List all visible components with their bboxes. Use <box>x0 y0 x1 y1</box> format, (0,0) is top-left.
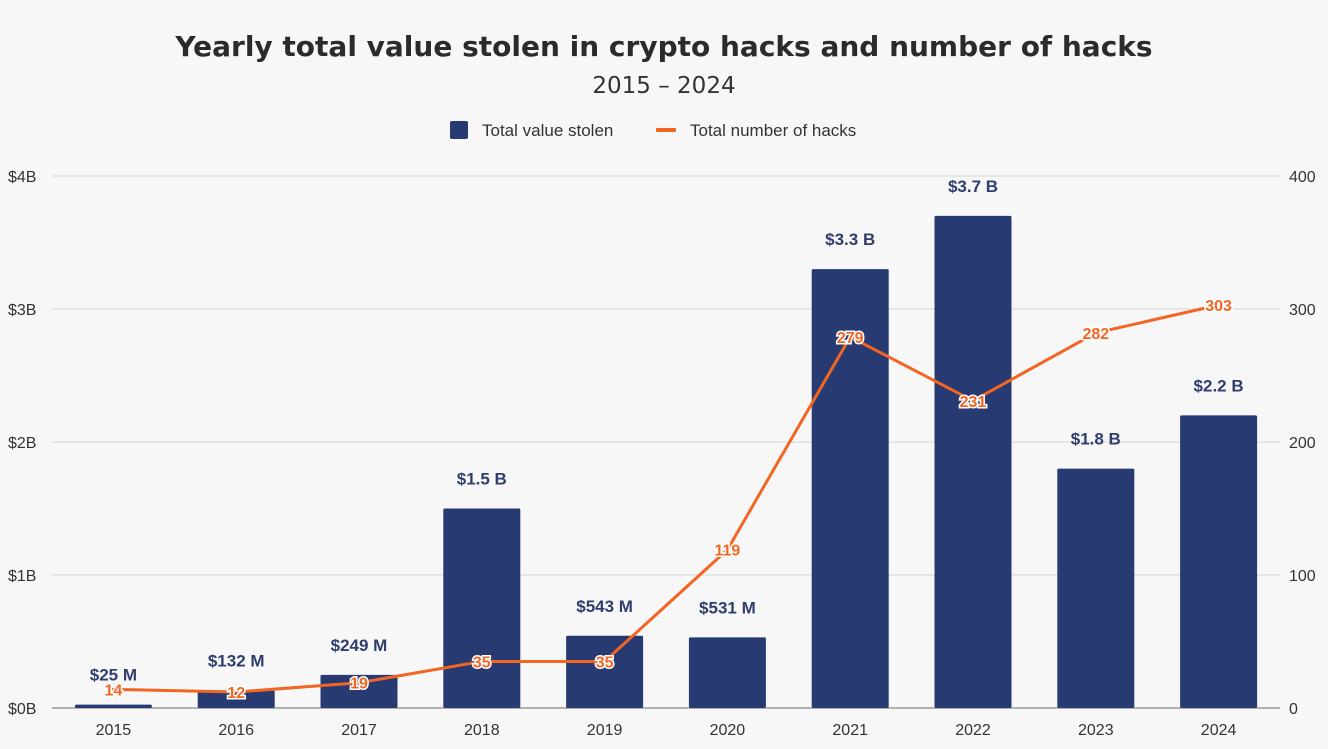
x-axis-tick-label: 2019 <box>587 722 623 739</box>
bar-value-label: $25 M <box>90 666 137 685</box>
bar-value-label: $531 M <box>699 598 756 617</box>
left-axis-tick-label: $3B <box>8 302 36 319</box>
bar <box>197 690 275 708</box>
bar <box>74 704 152 708</box>
bar-value-label: $1.5 B <box>457 470 507 489</box>
bar <box>934 215 1012 708</box>
bar <box>566 635 644 708</box>
x-axis-tick-label: 2024 <box>1201 722 1237 739</box>
legend-line-swatch <box>656 128 676 132</box>
chart-subtitle: 2015 – 2024 <box>592 73 735 99</box>
right-axis-tick-label: 100 <box>1289 568 1316 585</box>
left-axis-tick-label: $4B <box>8 169 36 186</box>
right-axis-tick-label: 0 <box>1289 701 1298 718</box>
line-value-label: 119 <box>714 543 740 560</box>
legend-bar-swatch <box>450 121 468 139</box>
x-axis-tick-label: 2018 <box>464 722 500 739</box>
line-series <box>111 303 1221 694</box>
x-axis-tick-label: 2017 <box>341 722 377 739</box>
line-value-label: 35 <box>473 654 491 671</box>
left-y-axis: $0B $1B $2B $3B $4B <box>8 169 36 718</box>
line-value-label: 303 <box>1205 298 1232 315</box>
line-value-label: 14 <box>105 682 123 699</box>
x-axis-tick-label: 2020 <box>710 722 746 739</box>
bar-value-label: $3.7 B <box>948 177 998 196</box>
left-axis-tick-label: $2B <box>8 435 36 452</box>
bar <box>811 269 889 708</box>
x-axis-tick-label: 2015 <box>96 722 132 739</box>
bar-value-label: $2.2 B <box>1194 376 1244 395</box>
right-y-axis: 0 100 200 300 400 <box>1289 169 1316 718</box>
bar <box>1180 415 1258 708</box>
legend: Total value stolen Total number of hacks <box>450 121 856 140</box>
bar-value-label: $1.8 B <box>1071 430 1121 449</box>
line-value-label: 12 <box>227 685 245 702</box>
legend-bar-label: Total value stolen <box>482 121 613 140</box>
line-path <box>111 303 1221 694</box>
x-axis-tick-label: 2022 <box>955 722 991 739</box>
line-value-label: 231 <box>960 394 987 411</box>
bar <box>1057 468 1135 708</box>
chart-title: Yearly total value stolen in crypto hack… <box>174 30 1152 63</box>
left-axis-tick-label: $0B <box>8 701 36 718</box>
line-value-label: 19 <box>350 676 368 693</box>
right-axis-tick-label: 200 <box>1289 435 1316 452</box>
bar-series <box>74 215 1258 708</box>
bar-value-label: $249 M <box>331 636 388 655</box>
right-axis-tick-label: 300 <box>1289 302 1316 319</box>
bar <box>688 637 766 708</box>
line-value-label: 279 <box>837 330 864 347</box>
legend-line-label: Total number of hacks <box>690 121 856 140</box>
bar-value-label: $543 M <box>576 597 633 616</box>
x-axis-tick-label: 2023 <box>1078 722 1114 739</box>
line-data-labels: 14 12 19 35 35 119 279 231 282 303 <box>103 297 1234 704</box>
bar-data-labels: $25 M $132 M $249 M $1.5 B $543 M $531 M $3.3 … <box>90 177 1244 685</box>
line-value-label: 35 <box>596 654 614 671</box>
left-axis-tick-label: $1B <box>8 568 36 585</box>
x-axis-tick-label: 2021 <box>832 722 868 739</box>
bar <box>443 508 521 708</box>
bar-value-label: $3.3 B <box>825 230 875 249</box>
line-value-label: 282 <box>1082 326 1109 343</box>
right-axis-tick-label: 400 <box>1289 169 1316 186</box>
x-axis: 2015 2016 2017 2018 2019 2020 2021 2022 2023 2024 <box>96 722 1237 739</box>
x-axis-tick-label: 2016 <box>218 722 254 739</box>
bar-value-label: $132 M <box>208 651 265 670</box>
